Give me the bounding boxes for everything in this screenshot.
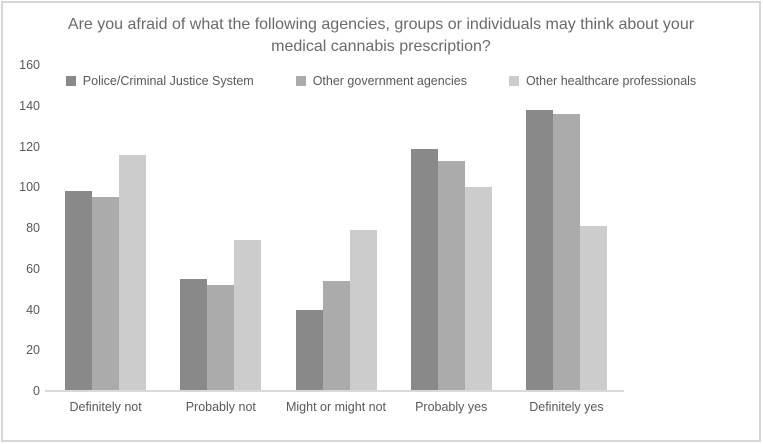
legend: Police/Criminal Justice System Other gove… bbox=[3, 74, 759, 88]
bar bbox=[180, 278, 208, 391]
bar bbox=[552, 113, 580, 391]
x-axis-category-label: Definitely yes bbox=[509, 399, 624, 416]
x-axis-category-label-text: Probably yes bbox=[415, 400, 488, 414]
legend-label: Police/Criminal Justice System bbox=[82, 74, 254, 88]
bar bbox=[437, 160, 465, 391]
plot-area bbox=[45, 65, 624, 392]
x-axis-category-label-text: Probably not bbox=[185, 400, 256, 414]
bar-group bbox=[509, 65, 624, 391]
bar bbox=[295, 309, 323, 391]
bar-group bbox=[394, 65, 509, 391]
chart-title-text: Are you afraid of what the following age… bbox=[67, 16, 695, 55]
y-axis-tick-label: 120 bbox=[19, 139, 40, 154]
y-axis-tick-label: 40 bbox=[26, 302, 40, 317]
legend-swatch-icon bbox=[295, 76, 306, 86]
legend-item: Other healthcare professionals bbox=[508, 74, 697, 88]
bar-groups bbox=[48, 65, 624, 391]
x-axis-line bbox=[45, 390, 624, 392]
bar bbox=[92, 197, 120, 391]
legend-item: Police/Criminal Justice System bbox=[65, 74, 254, 88]
y-axis-tick-label: 80 bbox=[26, 221, 40, 235]
bar bbox=[349, 230, 377, 391]
x-axis-category-label: Probably not bbox=[163, 399, 278, 416]
bar bbox=[579, 225, 607, 391]
bar-group bbox=[163, 65, 278, 391]
y-axis-tick-label: 60 bbox=[26, 261, 40, 276]
x-axis-category-label-text: Might or might not bbox=[285, 400, 387, 414]
legend-label: Other government agencies bbox=[312, 74, 467, 88]
y-axis-tick-label: 20 bbox=[26, 343, 40, 358]
x-axis: Definitely not Probably not Might or might… bbox=[48, 399, 624, 416]
bar bbox=[119, 154, 147, 391]
bar bbox=[234, 240, 262, 391]
y-axis-tick-label: 0 bbox=[33, 384, 40, 398]
y-axis: 0 20 40 60 80 100 120 140 160 bbox=[3, 58, 40, 398]
x-axis-category-label: Definitely not bbox=[48, 399, 163, 416]
bar bbox=[322, 280, 350, 391]
bar bbox=[464, 187, 492, 391]
legend-label: Other healthcare professionals bbox=[525, 74, 697, 88]
bar bbox=[410, 148, 438, 391]
legend-swatch-icon bbox=[508, 76, 519, 86]
bar-group bbox=[278, 65, 393, 391]
y-axis-tick-label: 100 bbox=[19, 180, 40, 195]
legend-swatch-icon bbox=[65, 76, 76, 86]
x-axis-category-label-text: Definitely yes bbox=[529, 400, 604, 414]
legend-item: Other government agencies bbox=[295, 74, 467, 88]
y-axis-tick-label: 160 bbox=[19, 58, 40, 72]
bar bbox=[65, 191, 93, 391]
bar bbox=[525, 109, 553, 391]
x-axis-category-label: Might or might not bbox=[278, 399, 393, 416]
x-axis-category-label: Probably yes bbox=[394, 399, 509, 416]
chart-title: Are you afraid of what the following age… bbox=[3, 14, 759, 58]
bar-group bbox=[48, 65, 163, 391]
x-axis-category-label-text: Definitely not bbox=[69, 400, 142, 414]
y-axis-tick-label: 140 bbox=[19, 98, 40, 113]
bar bbox=[207, 285, 235, 391]
